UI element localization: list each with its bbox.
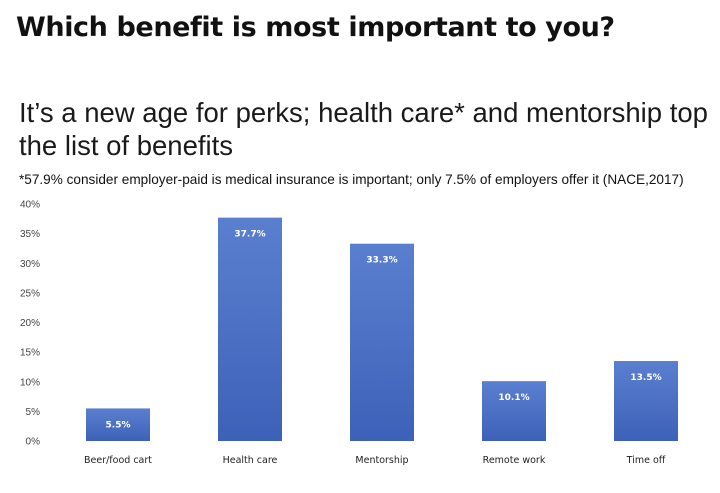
x-category-label: Remote work xyxy=(483,455,546,466)
bar-value-label: 33.3% xyxy=(366,256,397,266)
bar xyxy=(86,408,150,441)
x-axis: Beer/food cart Health care Mentorship Remot… xyxy=(84,455,666,466)
y-tick-label: 35% xyxy=(20,229,40,240)
y-tick-label: 10% xyxy=(20,377,40,388)
bar xyxy=(350,243,414,441)
y-tick-label: 0% xyxy=(26,437,41,448)
bar-value-label: 10.1% xyxy=(498,393,529,403)
page-heading: Which benefit is most important to you? xyxy=(16,12,615,43)
x-category-label: Time off xyxy=(626,455,666,466)
bar-series: 5.5% 37.7% 33.3% 10.1% 13.5% xyxy=(86,217,678,441)
y-tick-label: 40% xyxy=(20,200,40,211)
y-tick-label: 25% xyxy=(20,288,40,299)
chart-title: It’s a new age for perks; health care* a… xyxy=(19,97,708,161)
y-tick-label: 20% xyxy=(20,318,40,329)
bar-value-label: 13.5% xyxy=(630,373,661,383)
chart-footnote: *57.9% consider employer-paid is medical… xyxy=(19,172,684,187)
bar xyxy=(218,217,282,441)
y-tick-label: 5% xyxy=(26,407,41,418)
y-tick-label: 15% xyxy=(20,348,40,359)
bar-value-label: 5.5% xyxy=(106,420,131,430)
y-axis: 0% 5% 10% 15% 20% 25% 30% 35% 40% xyxy=(20,200,40,448)
y-tick-label: 30% xyxy=(20,259,40,270)
bar-value-label: 37.7% xyxy=(234,230,265,240)
bar xyxy=(614,361,678,441)
x-category-label: Health care xyxy=(223,455,278,466)
bar xyxy=(482,381,546,441)
x-category-label: Mentorship xyxy=(355,455,408,466)
x-category-label: Beer/food cart xyxy=(84,455,152,466)
